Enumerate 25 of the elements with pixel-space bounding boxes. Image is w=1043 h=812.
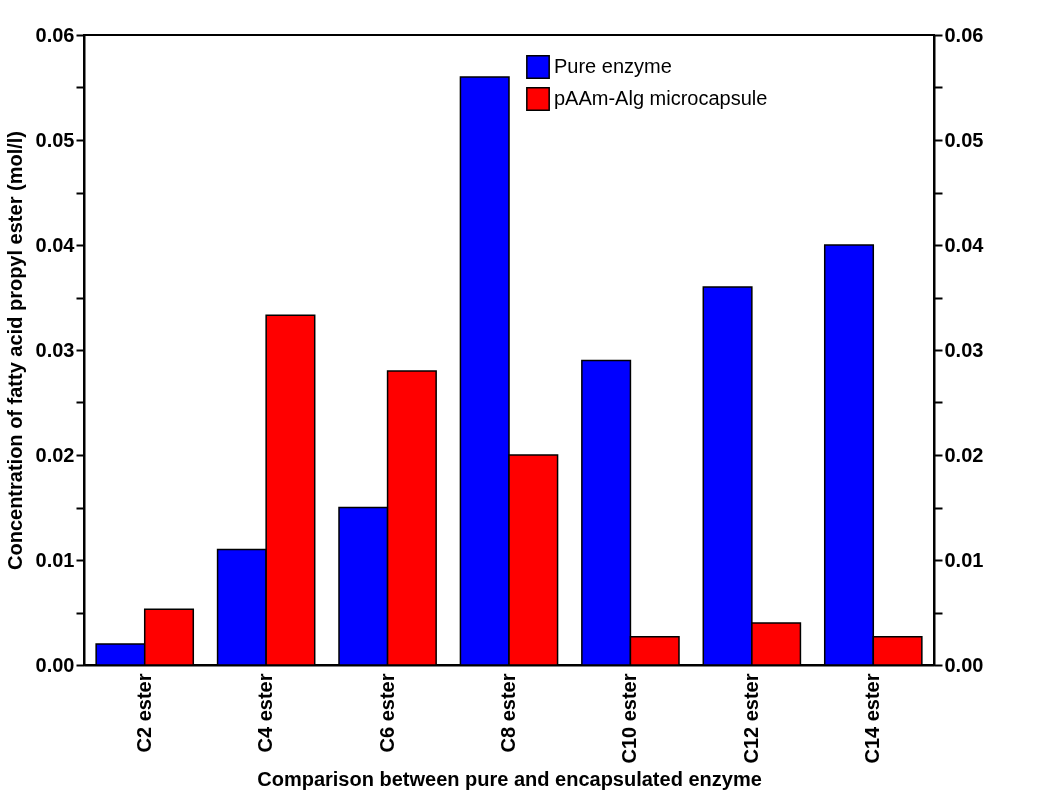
y2-tick-label: 0.05 — [944, 128, 984, 151]
y-tick-label: 0.01 — [35, 548, 75, 571]
y2-tick-label: 0.02 — [944, 443, 984, 466]
y-tick-label: 0.03 — [35, 338, 75, 361]
y-tick-label: 0.02 — [35, 443, 75, 466]
legend-label: Pure enzyme — [554, 55, 672, 77]
text: 0.00 — [35, 653, 75, 676]
y2-tick-label: 0.04 — [944, 233, 985, 256]
x-axis-title: Comparison between pure and encapsulated enzyme — [257, 767, 762, 790]
y2-tick-label: 0.06 — [944, 23, 984, 46]
x-tick-label: C2 ester — [132, 673, 155, 753]
y2-tick-label: 0.03 — [944, 338, 984, 361]
y-axis-title: Concentration of fatty acid propyl ester (mol/l) — [3, 131, 26, 570]
y-tick-label: 0.06 — [35, 23, 75, 46]
x-tick-label: C8 ester — [497, 673, 519, 753]
x-tick-label: C12 ester — [739, 673, 762, 764]
legend-label: pAAm-Alg microcapsule — [554, 87, 768, 109]
y2-tick-label: 0.01 — [944, 548, 984, 571]
x-tick-label: C6 ester — [375, 673, 398, 753]
y-tick-label: 0.05 — [35, 128, 75, 151]
x-tick-label: C4 ester — [254, 673, 277, 753]
x-tick-label: C10 ester — [618, 673, 641, 764]
y2-tick-label: 0.00 — [944, 653, 984, 676]
x-tick-label: C14 ester — [861, 673, 884, 764]
y-tick-label: 0.04 — [35, 233, 76, 256]
